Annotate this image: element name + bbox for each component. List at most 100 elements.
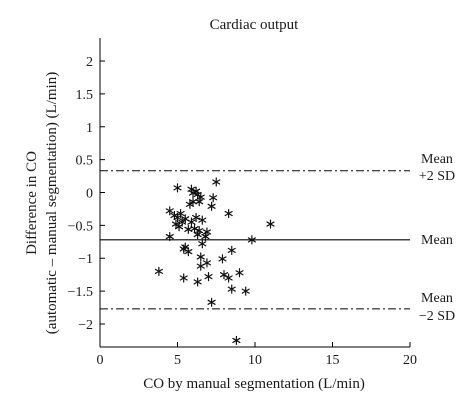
data-point-stroke (227, 286, 236, 292)
data-point-stroke (227, 247, 236, 253)
data-point-stroke (195, 199, 204, 205)
data-point-stroke (195, 228, 204, 234)
data-point-stroke (193, 279, 202, 285)
data-point-stroke (207, 299, 216, 305)
data-point (207, 201, 216, 211)
data-point (202, 227, 212, 237)
data-point (219, 270, 229, 280)
upper-sd-annotation-line2: +2 SD (419, 169, 455, 184)
data-point (154, 266, 163, 276)
data-point (224, 208, 233, 219)
annotations: Mean +2 SD Mean Mean −2 SD (419, 152, 455, 324)
data-point (218, 254, 227, 264)
data-point (207, 297, 216, 307)
data-point-stroke (198, 241, 207, 247)
data-point-stroke (241, 288, 250, 294)
data-point (224, 273, 233, 283)
data-point (196, 252, 205, 262)
data-point-stroke (201, 233, 210, 240)
data-point-stroke (247, 237, 256, 243)
data-point (193, 277, 202, 287)
data-point-stroke (202, 229, 212, 235)
axes: 0 5 10 15 20 2 1.5 1 0.5 0 −0.5 −1 −1.5 −2 (68, 38, 417, 368)
y-tick-label: 1.5 (76, 88, 94, 103)
data-point-stroke (173, 185, 182, 191)
data-point-stroke (165, 233, 174, 240)
x-tick-label: 15 (326, 353, 340, 368)
data-point-stroke (184, 249, 193, 255)
data-point (196, 192, 205, 202)
data-point (241, 286, 250, 296)
data-point (198, 239, 207, 249)
data-point-stroke (181, 216, 190, 222)
data-point-stroke (232, 337, 241, 344)
data-point-stroke (184, 226, 193, 232)
mean-annotation: Mean (421, 233, 453, 248)
data-point-stroke (178, 219, 187, 225)
data-point-stroke (188, 199, 198, 205)
y-tick-label: −1 (78, 252, 93, 267)
data-point (184, 247, 193, 257)
y-axis-label-line1: Difference in CO (24, 151, 40, 255)
y-tick-label: −0.5 (68, 219, 93, 234)
lower-sd-annotation-line1: Mean (421, 291, 453, 306)
x-axis-label: CO by manual segmentation (L/min) (143, 376, 365, 392)
data-point-stroke (179, 246, 188, 252)
data-point (195, 197, 204, 207)
data-point-stroke (207, 203, 216, 209)
data-point-stroke (235, 270, 244, 276)
y-tick-label: 1 (86, 121, 93, 136)
data-point (235, 268, 244, 278)
data-point (179, 273, 188, 283)
data-point (165, 206, 174, 216)
data-point (171, 219, 181, 229)
data-point-stroke (266, 221, 275, 227)
reference-lines (100, 170, 410, 310)
data-point-stroke (173, 214, 182, 221)
data-point-stroke (209, 195, 218, 201)
data-point-stroke (154, 268, 163, 274)
y-tick-label: −2 (78, 318, 93, 333)
data-point-stroke (212, 179, 221, 185)
data-point-stroke (185, 201, 194, 207)
data-point-stroke (218, 256, 227, 262)
x-tick-label: 10 (248, 353, 262, 368)
y-tick-label: −1.5 (68, 285, 93, 300)
data-point (232, 335, 241, 346)
data-point (185, 199, 194, 209)
data-point-stroke (192, 214, 201, 221)
data-point-stroke (179, 275, 188, 281)
data-point (247, 235, 256, 245)
data-point-stroke (193, 191, 202, 198)
y-axis-label-line2: (automatic – manual segmentation) (L/min… (44, 72, 60, 334)
data-point (204, 272, 213, 282)
data-point (174, 222, 184, 232)
data-point-stroke (190, 226, 199, 232)
y-tick-label: 0.5 (76, 154, 94, 169)
data-point-stroke (187, 186, 196, 192)
y-tick-label: 0 (86, 187, 93, 202)
data-point-stroke (165, 208, 174, 214)
y-tick-label: 2 (86, 55, 93, 70)
data-point (184, 224, 193, 234)
data-point (212, 177, 221, 187)
data-point-stroke (198, 217, 207, 223)
data-point (173, 183, 182, 193)
data-point (227, 284, 236, 294)
lower-sd-annotation-line2: −2 SD (419, 309, 455, 324)
data-point-stroke (224, 210, 233, 217)
data-point (193, 189, 202, 200)
data-point-stroke (196, 194, 205, 200)
data-point (201, 231, 210, 242)
data-point (196, 261, 205, 271)
data-point-stroke (196, 254, 205, 260)
data-point-stroke (224, 275, 233, 281)
data-point (188, 197, 198, 207)
upper-sd-annotation-line1: Mean (421, 152, 453, 167)
data-point (209, 193, 218, 203)
data-point-stroke (174, 224, 184, 230)
data-point-stroke (176, 210, 185, 217)
x-tick-label: 20 (403, 353, 417, 368)
data-point (266, 219, 275, 229)
